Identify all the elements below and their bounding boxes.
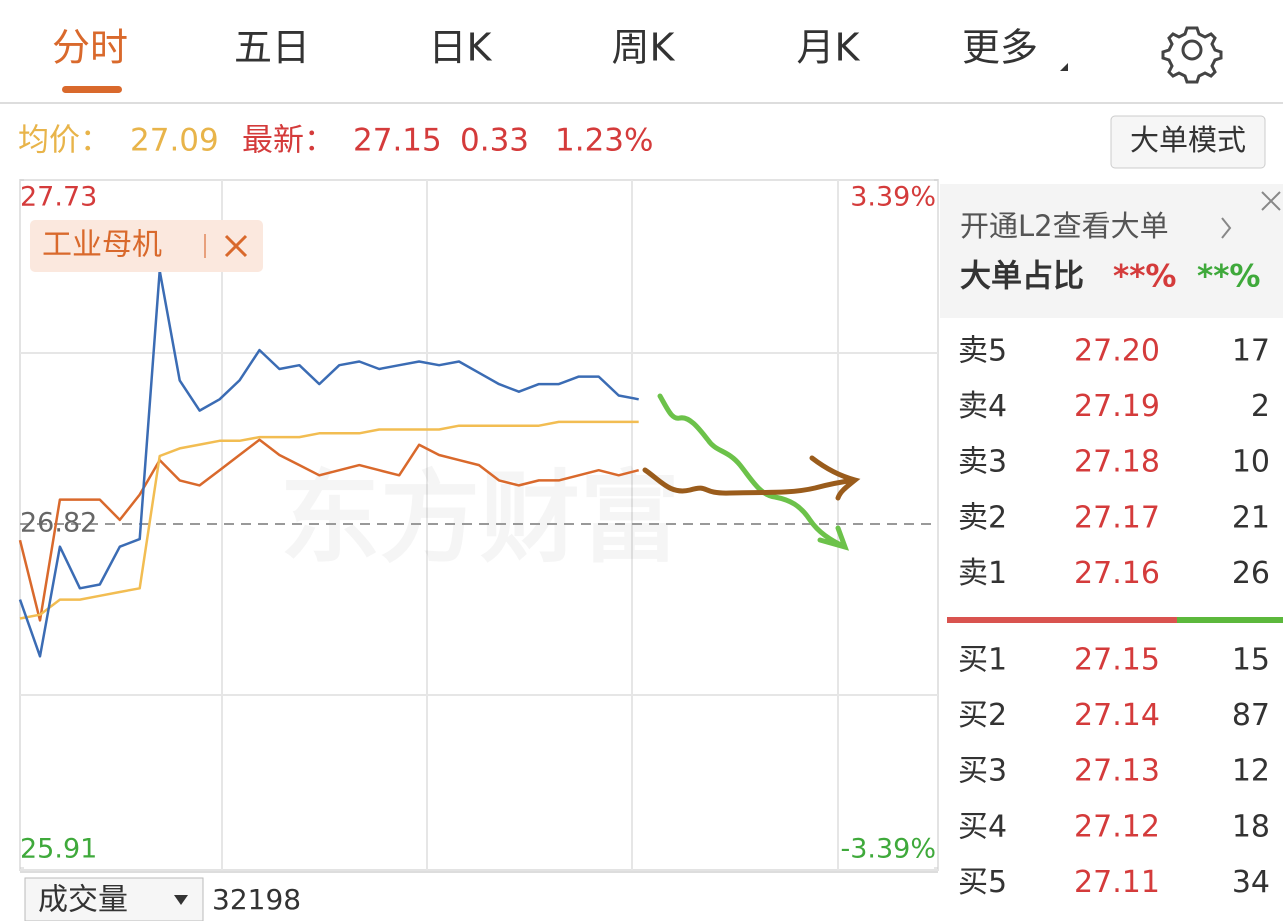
tab[interactable]: 月K [797, 26, 861, 70]
ratio-bar-sell [1177, 617, 1283, 623]
mode-button[interactable] [1110, 115, 1266, 169]
price: 27.16 [1074, 556, 1160, 591]
level: 卖3 [958, 445, 1007, 480]
volume: 10 [1232, 445, 1270, 480]
index-tag-label: 工业母机 [42, 228, 162, 263]
level: 买4 [958, 809, 1007, 844]
level: 买3 [958, 754, 1007, 789]
y2-tick-label: -3.39% [840, 834, 936, 865]
level: 卖2 [958, 500, 1007, 535]
annotation-arrow [642, 455, 861, 501]
close-tag[interactable] [224, 234, 248, 258]
price-line [18, 438, 640, 622]
volume-label[interactable]: 成交量 [38, 883, 128, 918]
settings-icon[interactable] [1161, 26, 1223, 84]
y-tick-label: 27.73 [20, 182, 97, 213]
l2-promo[interactable]: 开通L2查看大单 [960, 209, 1169, 243]
volume-value: 32198 [212, 883, 301, 916]
chart: 东方财富 [19, 179, 939, 871]
tab[interactable]: 日K [429, 26, 493, 70]
ratio-label: 大单占比 [960, 259, 1084, 295]
volume-selector[interactable] [24, 877, 204, 921]
price: 27.13 [1074, 754, 1160, 789]
volume: 18 [1232, 809, 1270, 844]
level: 买1 [958, 643, 1007, 678]
y2-tick-label: 3.39% [850, 182, 936, 213]
volume: 15 [1232, 643, 1270, 678]
level: 卖4 [958, 389, 1007, 424]
price-line [19, 420, 639, 620]
avg-price: 27.09 [130, 123, 219, 159]
volume: 34 [1232, 865, 1270, 900]
price: 27.15 [1074, 643, 1160, 678]
price: 27.11 [1074, 865, 1160, 900]
sell-ratio: **% [1197, 259, 1260, 295]
close-panel[interactable] [1261, 191, 1281, 211]
price: 27.17 [1074, 500, 1160, 535]
change: 0.33 [460, 123, 529, 159]
tab[interactable]: 五日 [234, 26, 310, 70]
volume: 26 [1232, 556, 1270, 591]
level: 卖5 [958, 334, 1007, 369]
tab[interactable]: 分时 [52, 26, 128, 70]
level: 买5 [958, 865, 1007, 900]
change-pct: 1.23% [555, 123, 653, 159]
dropdown-icon [174, 895, 188, 905]
index-tag [30, 220, 263, 272]
level: 卖1 [958, 556, 1007, 591]
price-line [18, 269, 639, 658]
latest-price: 27.15 [353, 123, 442, 159]
price: 27.20 [1074, 334, 1160, 369]
volume: 87 [1232, 698, 1270, 733]
tab[interactable]: 更多 [962, 26, 1038, 70]
price: 27.18 [1074, 445, 1160, 480]
volume: 17 [1232, 334, 1270, 369]
volume: 12 [1232, 754, 1270, 789]
volume: 2 [1251, 389, 1270, 424]
tab-underline [62, 86, 122, 93]
y-tick-label: 25.91 [20, 834, 97, 865]
price: 27.12 [1074, 809, 1160, 844]
price: 27.14 [1074, 698, 1160, 733]
buy-ratio: **% [1113, 259, 1176, 295]
tab[interactable]: 周K [612, 26, 676, 70]
dropdown-icon [1060, 63, 1068, 71]
volume: 21 [1232, 500, 1270, 535]
chevron [1221, 217, 1232, 239]
avg-label: 均价： [18, 123, 111, 159]
level: 买2 [958, 698, 1007, 733]
ratio-bar-buy [947, 617, 1177, 623]
price: 27.19 [1074, 389, 1160, 424]
latest-label: 最新： [242, 123, 335, 159]
watermark: 东方财富 [280, 459, 680, 576]
annotation-arrow [657, 393, 850, 551]
mode-button-label[interactable]: 大单模式 [1130, 123, 1246, 157]
l2-panel [940, 184, 1283, 318]
